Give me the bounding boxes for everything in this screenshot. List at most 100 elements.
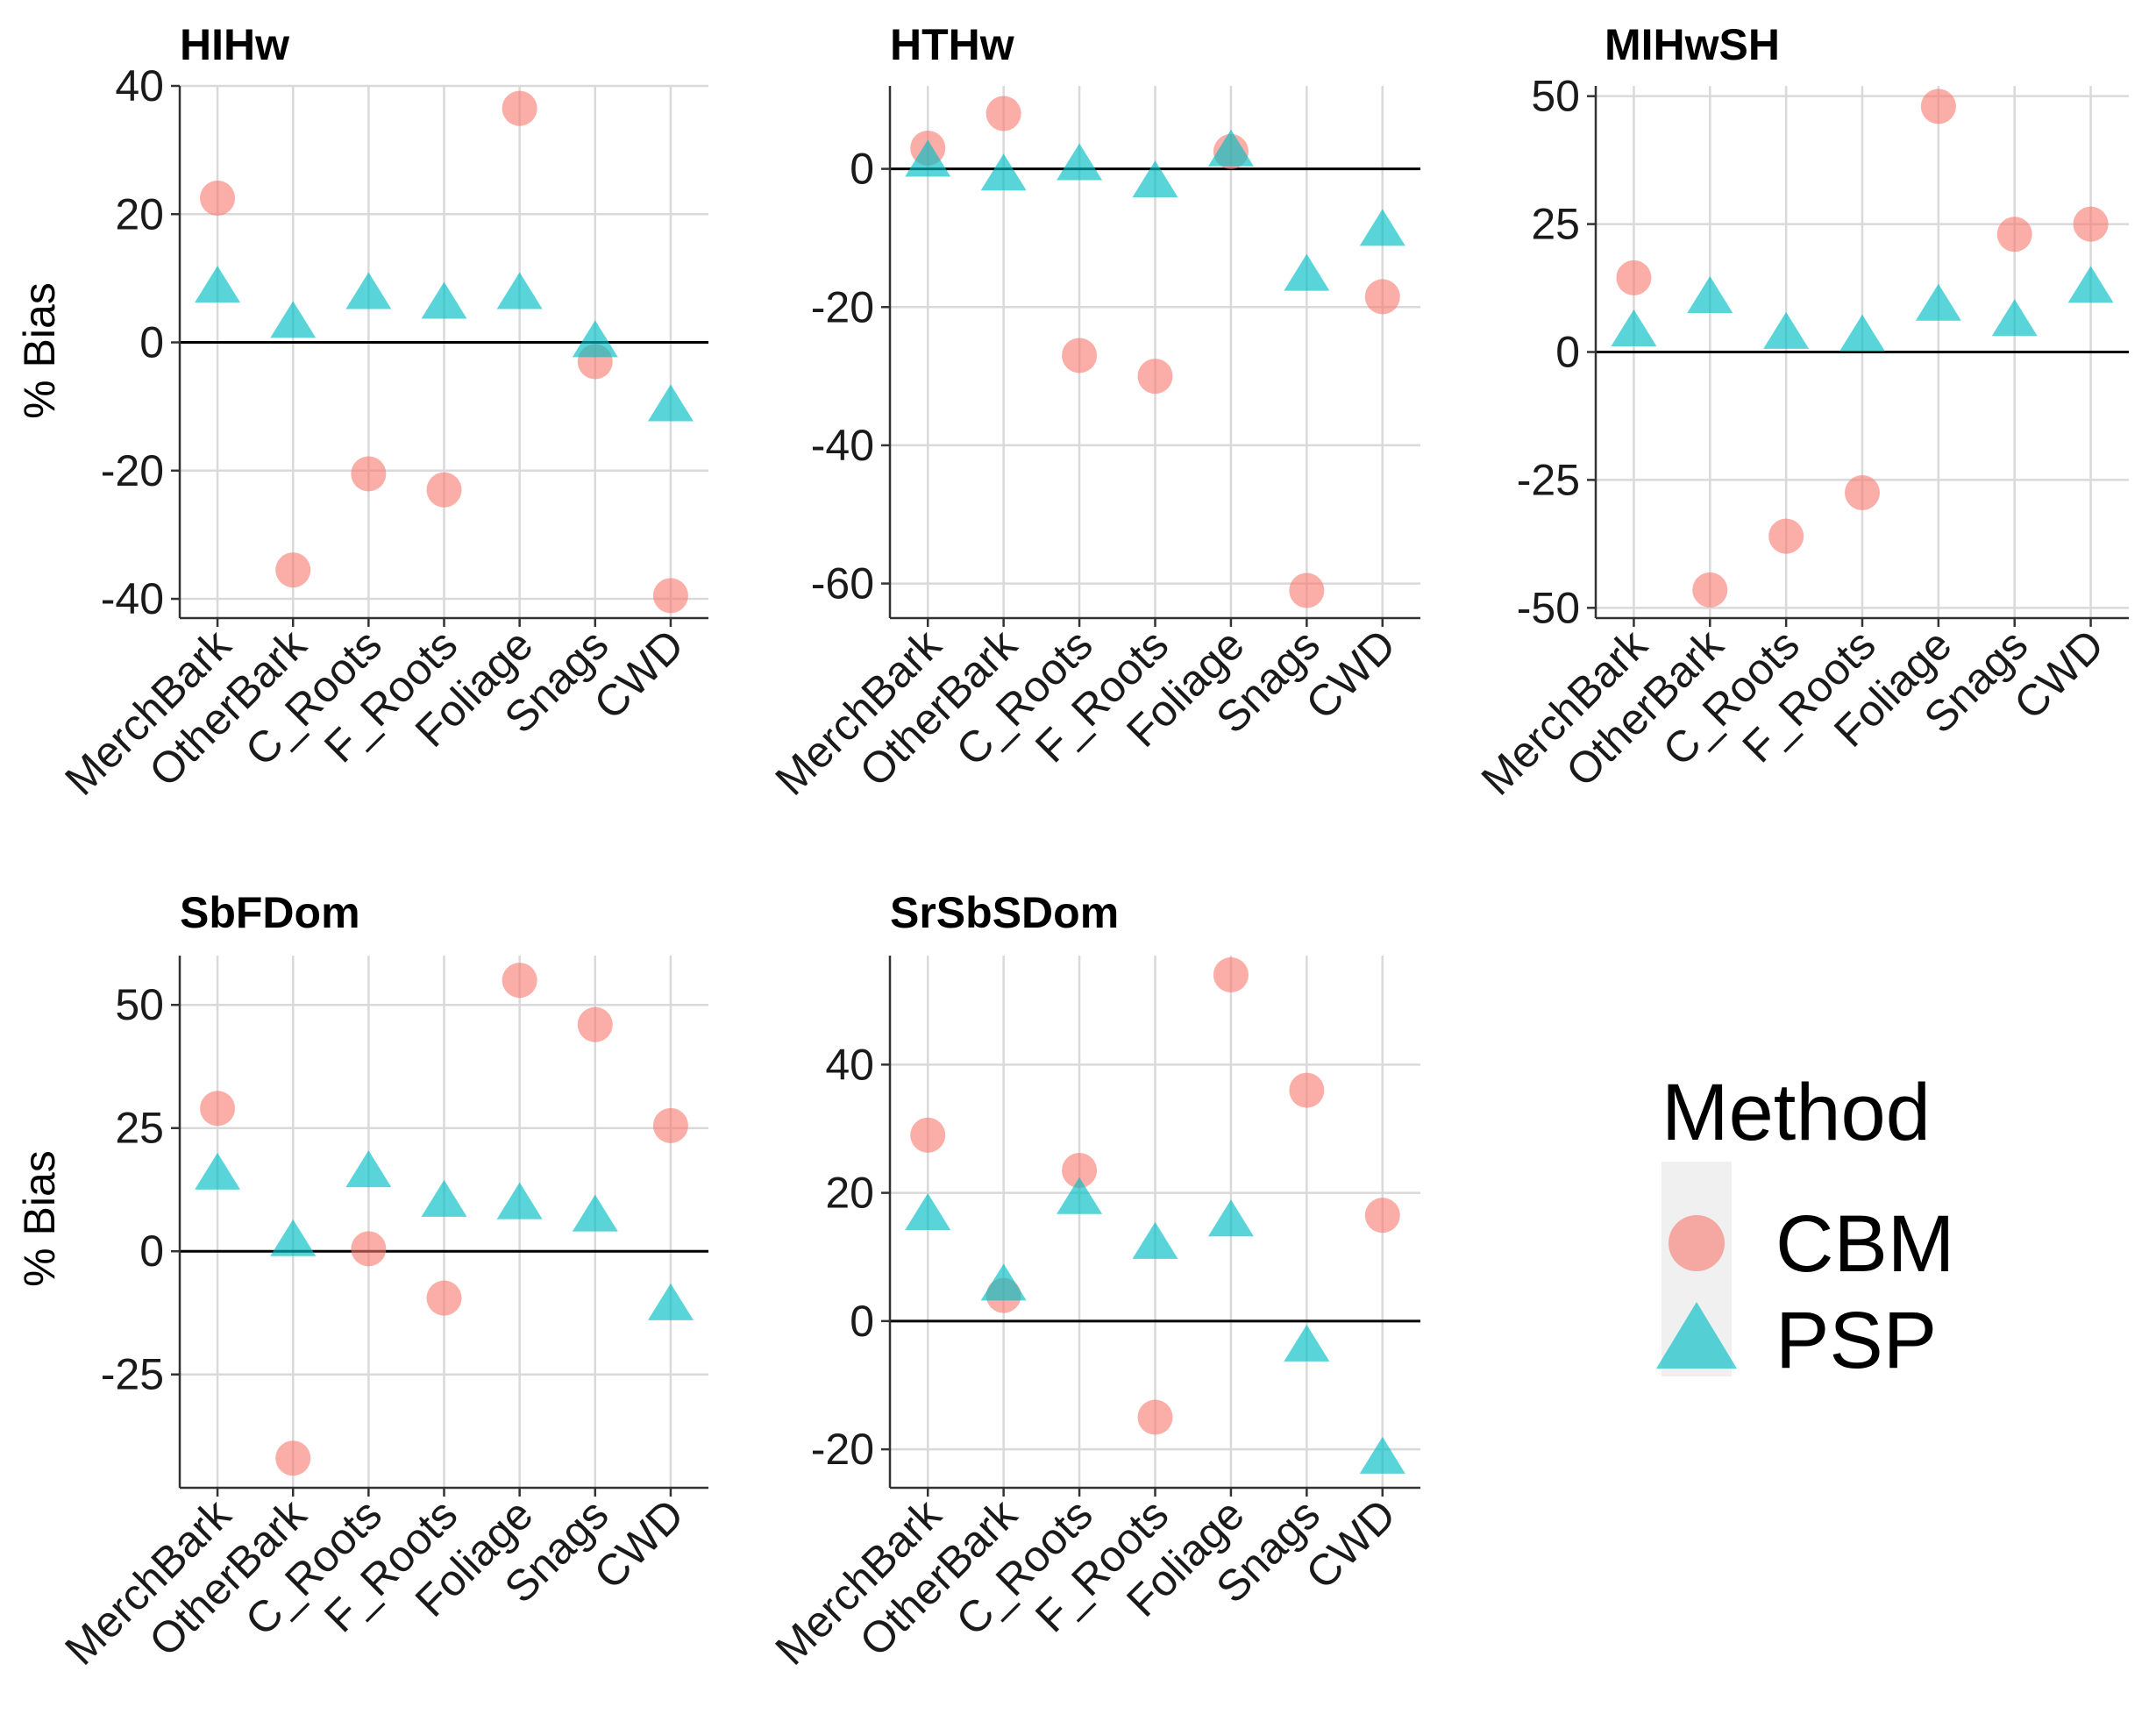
point-cbm-otherbark <box>1692 572 1728 608</box>
point-cbm-snags <box>577 1006 613 1042</box>
point-cbm-c-roots <box>351 1231 387 1267</box>
legend-psp-triangle-icon <box>1656 1302 1737 1369</box>
point-psp-foliage <box>1207 129 1254 167</box>
point-psp-snags <box>1284 253 1330 291</box>
point-cbm-snags <box>1289 572 1325 608</box>
point-cbm-merchbark <box>910 1117 946 1153</box>
y-tick-label: 0 <box>139 318 164 367</box>
y-tick-label: 40 <box>825 1040 874 1089</box>
y-tick-label: 0 <box>850 145 874 194</box>
legend-label-psp: PSP <box>1775 1296 1937 1385</box>
point-psp-foliage <box>1915 283 1961 321</box>
point-psp-merchbark <box>905 139 951 177</box>
x-tick-label-cwd: CWD <box>1297 1490 1405 1598</box>
y-tick-label: 25 <box>1531 200 1580 249</box>
point-cbm-merchbark <box>200 1091 236 1127</box>
point-psp-otherbark <box>980 153 1027 191</box>
point-psp-foliage <box>1207 1199 1254 1237</box>
point-cbm-c-roots <box>1062 338 1098 373</box>
legend-label-cbm: CBM <box>1775 1199 1954 1289</box>
point-cbm-merchbark <box>200 180 236 216</box>
point-psp-c-roots <box>1057 143 1103 181</box>
x-tick-label-cwd: CWD <box>585 1490 694 1598</box>
y-tick-label: 40 <box>115 61 164 110</box>
point-cbm-c-roots <box>351 456 387 492</box>
point-cbm-cwd <box>1364 1198 1400 1234</box>
panel-mihwsh: MIHwSH-50-2502550MerchBarkOtherBarkC_Roo… <box>1472 20 2129 805</box>
point-psp-cwd <box>2067 266 2114 303</box>
y-tick-label: 20 <box>825 1169 874 1218</box>
x-tick-label-cwd: CWD <box>1297 620 1405 729</box>
point-psp-cwd <box>1359 1436 1405 1474</box>
point-psp-merchbark <box>905 1192 951 1230</box>
point-psp-snags <box>1284 1324 1330 1362</box>
point-cbm-c-roots <box>1768 518 1804 554</box>
legend-title: Method <box>1661 1068 1931 1157</box>
point-cbm-otherbark <box>275 552 311 588</box>
y-axis-label: % Bias <box>15 282 64 419</box>
point-psp-snags <box>1991 299 2038 337</box>
legend-cbm-circle-icon <box>1669 1215 1725 1271</box>
y-tick-label: -60 <box>811 559 874 608</box>
panel-hihw: HIHw-40-2002040MerchBarkOtherBarkC_Roots… <box>15 20 708 805</box>
y-tick-label: 0 <box>1555 328 1580 377</box>
y-tick-label: 20 <box>115 189 164 238</box>
point-psp-f-roots <box>1132 160 1178 198</box>
panel-title: HTHw <box>890 20 1014 69</box>
point-cbm-merchbark <box>1616 260 1652 295</box>
y-tick-label: -25 <box>101 1350 164 1399</box>
point-cbm-snags <box>1289 1072 1325 1108</box>
point-psp-otherbark <box>270 301 317 338</box>
panel-title: MIHwSH <box>1605 20 1780 69</box>
point-psp-f-roots <box>421 281 467 319</box>
point-cbm-f-roots <box>426 1280 462 1316</box>
y-tick-label: 25 <box>115 1104 164 1153</box>
panel-title: SrSbSDom <box>890 888 1119 937</box>
point-cbm-cwd <box>652 578 688 614</box>
point-psp-cwd <box>647 384 694 422</box>
point-psp-otherbark <box>980 1263 1027 1301</box>
y-tick-label: 50 <box>115 980 164 1029</box>
point-psp-snags <box>572 1194 618 1232</box>
point-cbm-foliage <box>1920 89 1956 124</box>
point-cbm-cwd <box>1364 279 1400 315</box>
x-tick-label-cwd: CWD <box>2004 620 2113 729</box>
point-psp-merchbark <box>195 1152 241 1190</box>
point-psp-c-roots <box>1763 311 1810 349</box>
y-tick-label: -20 <box>811 1425 874 1474</box>
point-psp-c-roots <box>345 1150 392 1188</box>
point-cbm-f-roots <box>426 472 462 508</box>
panel-srsbsdom: SrSbSDom-2002040MerchBarkOtherBarkC_Root… <box>765 888 1420 1675</box>
point-psp-snags <box>572 320 618 358</box>
y-tick-label: -20 <box>811 282 874 331</box>
point-cbm-f-roots <box>1845 475 1880 511</box>
y-tick-label: 0 <box>850 1297 874 1346</box>
point-cbm-snags <box>1996 217 2032 252</box>
point-cbm-foliage <box>502 963 537 999</box>
y-axis-label: % Bias <box>15 1150 64 1287</box>
point-cbm-otherbark <box>985 96 1021 132</box>
point-psp-cwd <box>647 1283 694 1320</box>
point-cbm-cwd <box>652 1107 688 1143</box>
point-cbm-otherbark <box>275 1440 311 1476</box>
point-cbm-cwd <box>2073 206 2109 242</box>
point-psp-merchbark <box>1611 309 1657 346</box>
point-cbm-f-roots <box>1137 359 1173 395</box>
panel-hthw: HTHw-60-40-200MerchBarkOtherBarkC_RootsF… <box>765 20 1420 805</box>
legend: Method CBM PSP <box>1656 1068 1954 1385</box>
y-tick-label: 0 <box>139 1227 164 1276</box>
y-tick-label: -40 <box>811 421 874 470</box>
point-psp-f-roots <box>421 1179 467 1217</box>
point-psp-merchbark <box>195 266 241 303</box>
point-cbm-f-roots <box>1137 1399 1173 1435</box>
x-tick-label-cwd: CWD <box>585 620 694 729</box>
y-tick-label: 50 <box>1531 72 1580 121</box>
point-psp-foliage <box>496 1182 543 1220</box>
point-psp-c-roots <box>345 272 392 309</box>
point-psp-f-roots <box>1132 1221 1178 1259</box>
point-psp-foliage <box>496 272 543 309</box>
point-psp-c-roots <box>1057 1177 1103 1214</box>
point-psp-otherbark <box>270 1219 317 1256</box>
point-cbm-foliage <box>502 90 537 126</box>
point-cbm-c-roots <box>1062 1152 1098 1188</box>
